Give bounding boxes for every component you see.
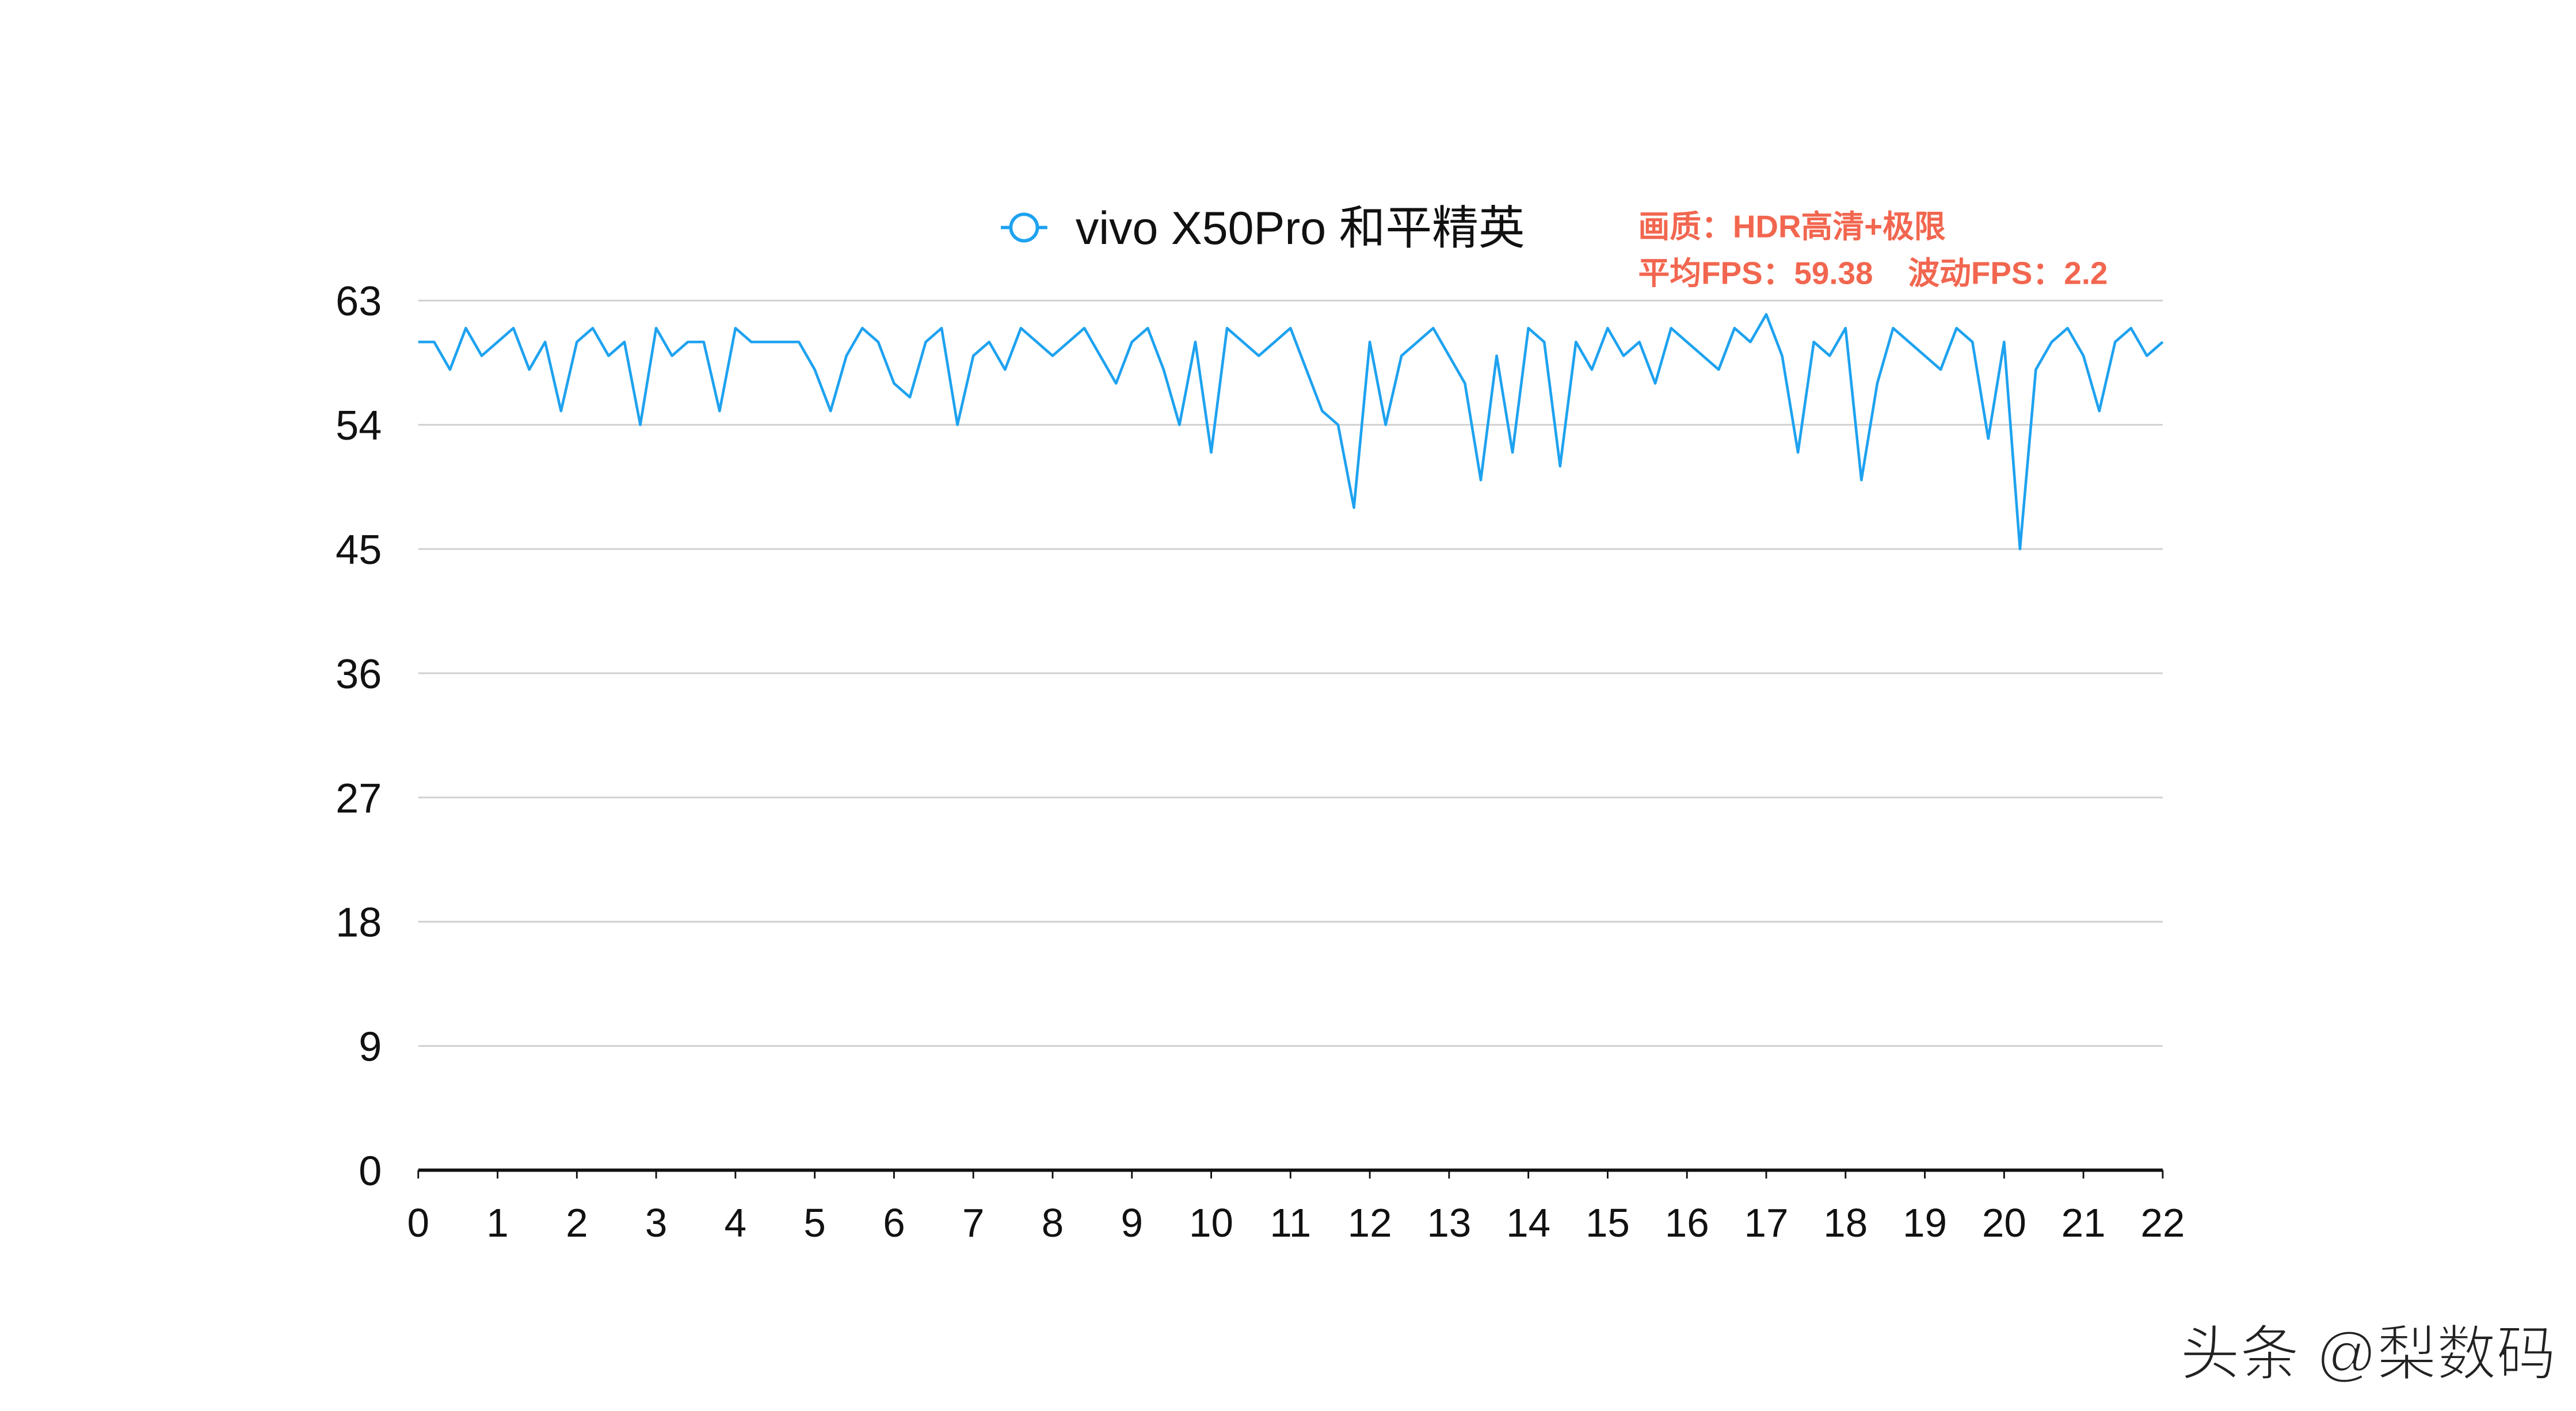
x-tick-label: 16 [1665, 1200, 1709, 1245]
x-tick-label: 2 [566, 1200, 588, 1245]
x-tick-label: 7 [962, 1200, 985, 1245]
annotation: 画质：HDR高清+极限 [1638, 209, 1946, 245]
annotation: 平均FPS：59.38 波动FPS：2.2 [1638, 255, 2108, 291]
x-tick-label: 10 [1189, 1200, 1233, 1245]
x-tick-label: 22 [2140, 1200, 2185, 1245]
x-tick-label: 5 [803, 1200, 826, 1245]
x-tick-label: 18 [1823, 1200, 1868, 1245]
legend-marker [1009, 212, 1039, 243]
data-line [418, 312, 2164, 551]
x-tick-label: 15 [1586, 1200, 1630, 1245]
x-tick-label: 3 [645, 1200, 668, 1245]
x-tick-label: 20 [1982, 1200, 2026, 1245]
watermark: 头条 @梨数码 [2180, 1321, 2556, 1387]
y-tick-label: 54 [336, 403, 382, 449]
y-tick-label: 63 [336, 279, 382, 325]
x-tick-label: 6 [883, 1200, 905, 1245]
y-tick-label: 18 [336, 900, 382, 946]
x-tick-label: 14 [1506, 1200, 1550, 1245]
x-tick-label: 17 [1744, 1200, 1788, 1245]
x-tick-label: 19 [1903, 1200, 1947, 1245]
y-tick-label: 0 [359, 1148, 382, 1194]
x-tick-label: 21 [2061, 1200, 2106, 1245]
legend-label: vivo X50Pro 和平精英 [1076, 203, 1525, 254]
x-tick-label: 13 [1427, 1200, 1471, 1245]
y-tick-label: 36 [336, 651, 382, 697]
y-tick-label: 45 [336, 527, 382, 573]
x-tick-label: 0 [407, 1200, 430, 1245]
x-tick-label: 11 [1270, 1200, 1311, 1245]
y-tick-label: 9 [359, 1024, 382, 1070]
y-tick-label: 27 [336, 776, 382, 822]
x-tick-label: 4 [725, 1200, 747, 1245]
x-tick-label: 12 [1348, 1200, 1392, 1245]
x-tick-label: 8 [1042, 1200, 1064, 1245]
x-tick-label: 9 [1121, 1200, 1144, 1245]
x-tick-label: 1 [486, 1200, 509, 1245]
